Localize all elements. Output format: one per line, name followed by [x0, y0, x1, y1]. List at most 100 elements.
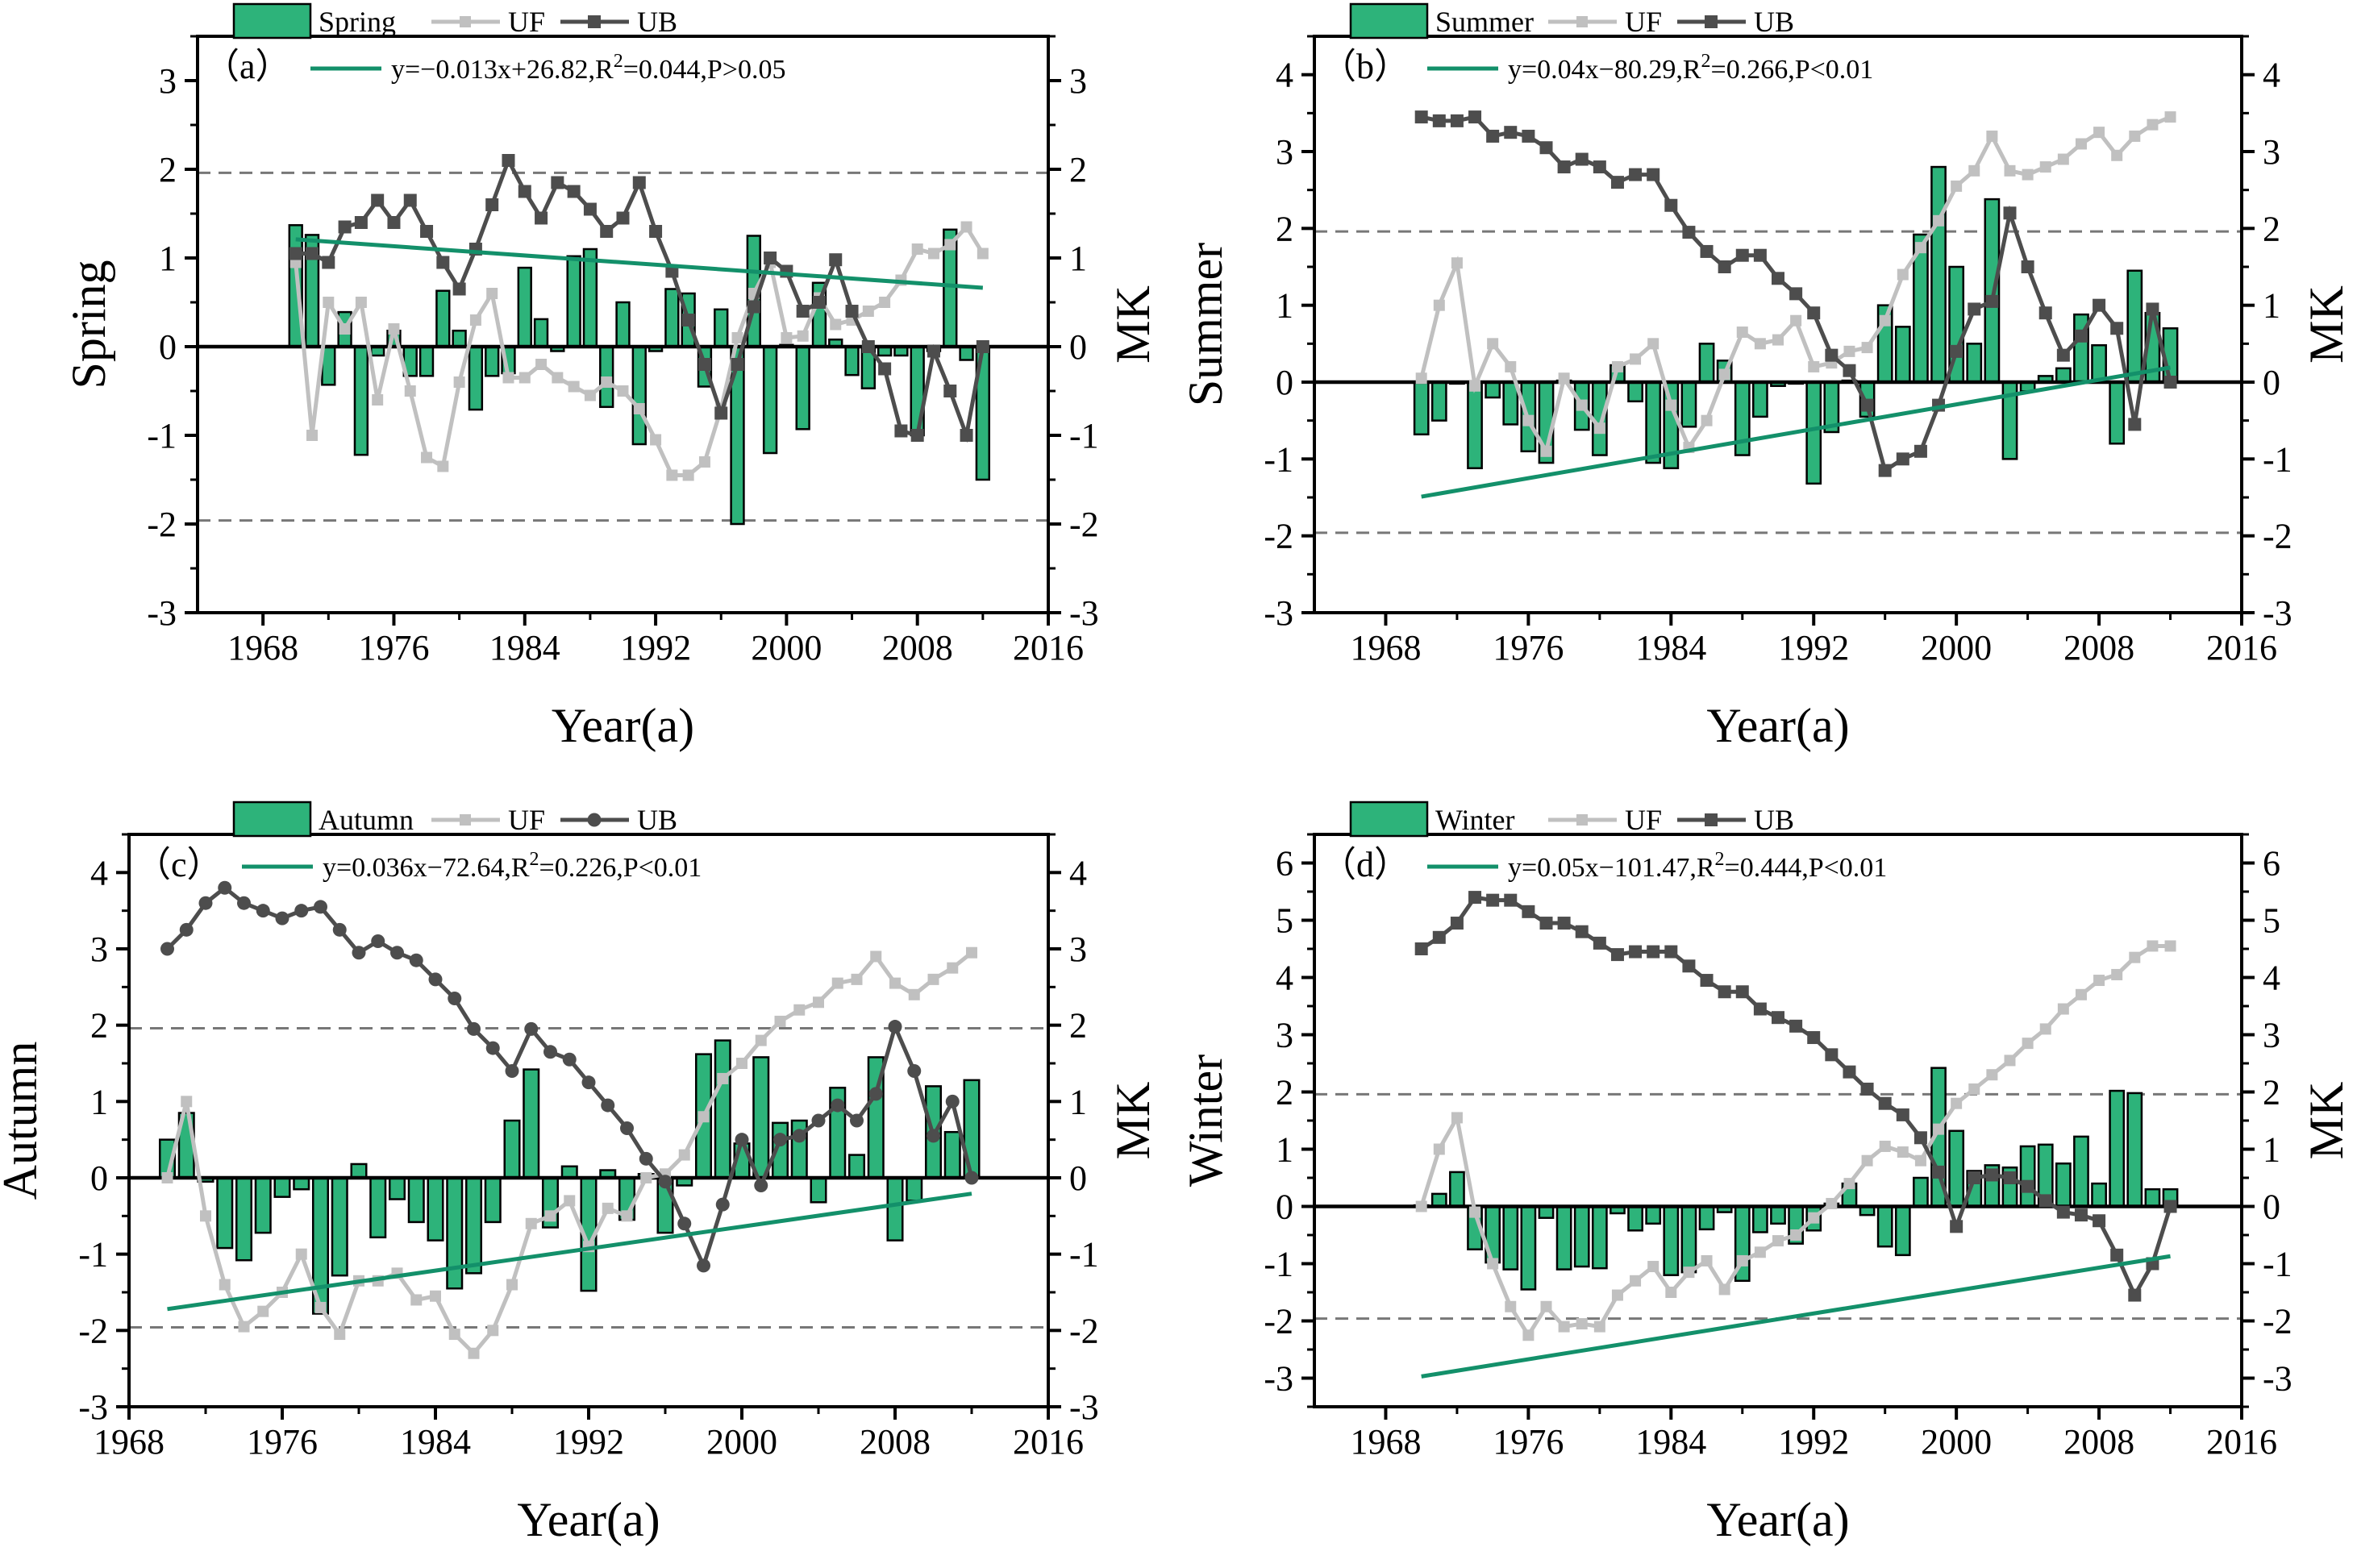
uf-point: [1951, 180, 1963, 192]
x-tick-label: 1992: [620, 628, 691, 668]
uf-point: [486, 288, 498, 299]
ub-point: [2163, 376, 2177, 389]
uf-point: [2164, 940, 2176, 952]
ub-point: [1486, 129, 1500, 143]
ub-point: [502, 154, 515, 167]
uf-point: [584, 389, 596, 401]
uf-point: [388, 323, 400, 335]
bar: [1627, 1205, 1643, 1232]
uf-point: [355, 297, 367, 308]
bar: [631, 345, 647, 446]
legend-bar-swatch: [232, 801, 312, 838]
ub-point: [964, 1171, 979, 1185]
uf-point: [1754, 1246, 1766, 1258]
ub-point: [888, 1020, 902, 1034]
ub-point: [306, 247, 319, 260]
bar: [464, 1176, 483, 1275]
uf-point: [564, 1195, 576, 1207]
uf-point: [908, 988, 920, 1000]
ub-point: [1450, 114, 1464, 127]
uf-point: [1718, 368, 1730, 381]
y-axis-label: Winter: [1179, 1054, 1232, 1187]
ub-point: [1522, 129, 1535, 143]
uf-point: [1522, 1329, 1535, 1341]
trend-line: [1421, 365, 2171, 499]
uf-point: [1897, 1146, 1909, 1158]
ub-point: [390, 946, 404, 960]
y2-tick-label: 2: [1069, 150, 1087, 189]
y-tick-label: -1: [147, 416, 177, 455]
y2-tick-label: 1: [1069, 239, 1087, 278]
ub-point: [878, 362, 892, 376]
uf-point: [1576, 1318, 1588, 1330]
ub-point: [1807, 1031, 1821, 1045]
bar: [485, 345, 500, 377]
bar: [1645, 381, 1662, 464]
y-tick-label: -2: [147, 505, 177, 544]
bar: [1913, 1176, 1929, 1208]
y2-tick-label: -2: [2263, 1302, 2292, 1341]
ub-point: [1843, 1065, 1856, 1079]
uf-point: [1968, 164, 1980, 177]
uf-point: [621, 1210, 633, 1222]
ub-point: [551, 176, 564, 189]
legend-uf-label: UF: [508, 6, 545, 38]
uf-point: [334, 1329, 346, 1341]
ub-point: [535, 211, 548, 225]
y2-tick-label: 5: [2263, 901, 2280, 941]
uf-point: [468, 1347, 480, 1359]
uf-point: [2039, 1023, 2051, 1035]
ub-point: [894, 424, 908, 438]
ub-point: [1896, 452, 1909, 466]
bar: [1948, 1129, 1965, 1208]
uf-point: [1433, 1143, 1445, 1155]
bar: [1894, 1205, 1911, 1257]
uf-point: [1933, 1123, 1945, 1135]
ub-point: [1557, 917, 1571, 930]
ub-point: [1735, 248, 1749, 262]
ub-point: [829, 253, 843, 267]
bar: [1894, 326, 1911, 384]
y2-tick-label: 4: [1069, 853, 1087, 892]
uf-point: [257, 1305, 269, 1317]
ub-point: [409, 953, 423, 967]
ub-point: [371, 934, 385, 949]
y2-tick-label: -3: [2263, 593, 2292, 633]
ub-point: [960, 429, 973, 442]
ub-point: [1718, 260, 1731, 273]
uf-point: [2022, 168, 2034, 181]
bar: [1770, 1205, 1786, 1225]
ub-point: [1789, 1019, 1803, 1033]
ub-point: [850, 1113, 864, 1128]
ub-point: [2038, 306, 2052, 320]
y2-tick-label: 0: [2263, 363, 2280, 402]
uf-point: [518, 372, 531, 384]
bar: [2126, 269, 2143, 384]
bar: [1502, 1205, 1519, 1271]
ub-point: [403, 193, 417, 207]
uf-point: [506, 1279, 518, 1291]
ub-point: [1539, 141, 1553, 155]
uf-point: [947, 962, 959, 974]
bar: [388, 1176, 406, 1200]
uf-point: [1861, 342, 1873, 354]
bar: [1645, 1205, 1662, 1225]
uf-point: [1933, 214, 1945, 227]
y2-tick-label: 2: [2263, 1073, 2280, 1113]
bar: [2091, 343, 2107, 384]
ub-point: [649, 225, 663, 238]
ub-point: [352, 946, 366, 960]
uf-point: [2039, 161, 2051, 173]
ub-point: [371, 193, 385, 207]
ub-point: [1486, 893, 1500, 907]
uf-point: [1433, 299, 1445, 311]
ub-point: [910, 429, 924, 442]
uf-point: [1505, 360, 1517, 372]
uf-point: [2093, 975, 2105, 987]
ub-point: [467, 1021, 481, 1036]
legend-ub-marker: [1705, 813, 1718, 826]
ub-point: [2021, 1179, 2034, 1193]
uf-point: [830, 318, 842, 331]
legend-ub-label: UB: [637, 804, 677, 836]
ub-point: [1610, 176, 1624, 189]
